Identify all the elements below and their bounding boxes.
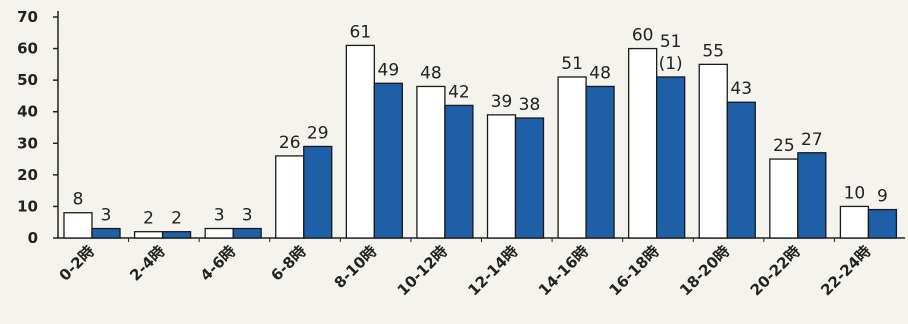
bar-series-1-0	[63, 212, 93, 239]
x-category-label: 14-16時	[535, 242, 592, 299]
data-label: 8	[73, 190, 84, 210]
y-tick-label: 40	[17, 103, 38, 121]
y-tick-label: 70	[17, 8, 38, 26]
data-label: 25	[773, 136, 795, 156]
bar-series-1-10	[769, 158, 799, 239]
x-category-label: 22-24時	[817, 242, 874, 299]
data-label: 48	[420, 63, 442, 83]
bar-series-2-10	[797, 152, 827, 239]
bar-series-1-1	[133, 231, 164, 239]
bar-series-1-7	[557, 76, 587, 239]
bar-series-1-11	[839, 205, 870, 239]
x-category-label: 4-6時	[197, 242, 240, 285]
y-tick-label: 60	[17, 40, 38, 58]
bar-series-2-8	[656, 76, 686, 239]
bar-series-2-9	[726, 101, 756, 239]
bar-series-1-9	[698, 63, 728, 239]
data-label: 3	[101, 206, 112, 226]
bar-series-1-4	[345, 44, 375, 239]
bar-series-2-3	[303, 145, 333, 239]
x-category-label: 16-18時	[606, 242, 663, 299]
y-tick-label: 50	[17, 71, 38, 89]
bar-series-2-1	[161, 231, 192, 239]
x-category-label: 2-4時	[126, 242, 169, 285]
y-tick-label: 10	[17, 197, 38, 215]
bar-series-1-5	[416, 85, 446, 239]
x-category-label: 20-22時	[747, 242, 804, 299]
x-category-label: 12-14時	[464, 242, 521, 299]
data-label: 60	[632, 26, 654, 46]
data-label: 38	[519, 95, 541, 115]
data-label: 3	[214, 206, 225, 226]
data-label: 27	[801, 130, 823, 150]
data-label: 3	[242, 206, 253, 226]
data-label: 2	[143, 209, 154, 229]
data-label: 42	[448, 82, 470, 102]
bar-series-2-5	[444, 104, 474, 239]
data-label: 51	[660, 32, 682, 52]
bar-series-1-2	[204, 227, 234, 239]
bar-series-1-6	[486, 114, 517, 239]
data-label: 10	[844, 183, 866, 203]
y-tick-label: 0	[28, 229, 38, 247]
bar-series-2-2	[232, 227, 262, 239]
bar-series-2-7	[585, 85, 615, 239]
data-label: 51	[561, 54, 583, 74]
data-label: 49	[378, 60, 400, 80]
bar-series-2-6	[514, 117, 545, 239]
y-tick-label: 20	[17, 166, 38, 184]
data-label: 9	[877, 187, 888, 207]
data-label: 61	[350, 22, 372, 42]
x-category-label: 10-12時	[394, 242, 451, 299]
x-category-label: 8-10時	[331, 242, 381, 292]
x-category-label: 0-2時	[56, 242, 99, 285]
data-label: 39	[491, 92, 513, 112]
bar-series-1-3	[275, 155, 305, 239]
data-label: 2	[171, 209, 182, 229]
x-category-label: 18-20時	[676, 242, 733, 299]
data-annotation: (1)	[659, 54, 683, 74]
bar-series-1-8	[628, 47, 658, 239]
data-label: 43	[730, 79, 752, 99]
data-label: 26	[279, 133, 301, 153]
bar-series-2-4	[373, 82, 403, 239]
bar-series-2-0	[91, 227, 121, 239]
data-label: 48	[589, 63, 611, 83]
bar-series-2-11	[867, 208, 898, 239]
x-category-label: 6-8時	[267, 242, 310, 285]
data-label: 55	[702, 41, 724, 61]
y-tick-label: 30	[17, 134, 38, 152]
data-label: 29	[307, 123, 329, 143]
